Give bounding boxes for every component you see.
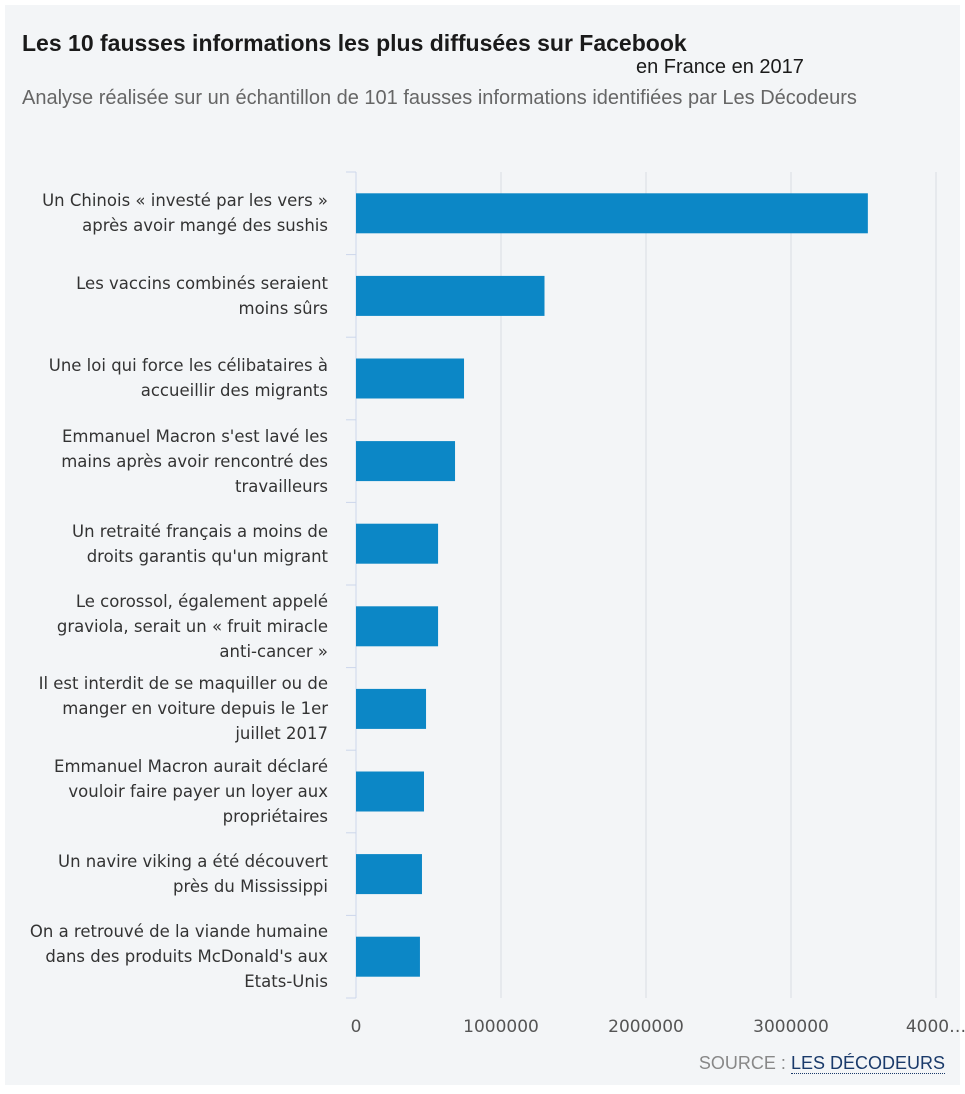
bar	[356, 854, 422, 895]
chart-panel	[5, 5, 960, 1085]
y-tick-label: Il est interdit de se maquiller ou de ma…	[38, 674, 328, 744]
x-tick-label: 0	[351, 1017, 362, 1037]
y-tick-label: Une loi qui force les célibataires à acc…	[48, 356, 328, 401]
bar	[356, 358, 465, 399]
x-tick-label: 4000…	[906, 1017, 965, 1037]
bar	[356, 441, 456, 482]
x-tick-label: 3000000	[753, 1017, 829, 1037]
y-tick-label: Les vaccins combinés seraient moins sûrs	[76, 273, 328, 318]
bar	[356, 936, 420, 977]
x-tick-label: 2000000	[608, 1017, 684, 1037]
source-label: SOURCE :	[698, 1053, 786, 1073]
y-tick-label: Emmanuel Macron aurait déclaré vouloir f…	[54, 756, 328, 826]
chart-title: Les 10 fausses informations les plus dif…	[22, 30, 687, 56]
bar	[356, 688, 427, 729]
y-tick-label: Le corossol, également appelé graviola, …	[56, 591, 328, 661]
chart-subtitle: Analyse réalisée sur un échantillon de 1…	[22, 87, 857, 109]
source-link[interactable]: LES DÉCODEURS	[790, 1053, 945, 1074]
chart-title-suffix: en France en 2017	[636, 56, 804, 78]
bar	[356, 771, 425, 812]
bar	[356, 523, 439, 564]
y-tick-label: Un retraité français a moins de droits g…	[72, 521, 328, 566]
y-tick-label: Emmanuel Macron s'est lavé les mains apr…	[61, 426, 328, 496]
y-tick-label: Un Chinois « investé par les vers » aprè…	[42, 191, 328, 236]
bar	[356, 606, 439, 647]
bar	[356, 193, 868, 234]
y-tick-label: On a retrouvé de la viande humaine dans …	[29, 922, 328, 992]
bar	[356, 275, 545, 316]
y-tick-label: Un navire viking a été découvert près du…	[58, 852, 328, 897]
source: SOURCE : LES DÉCODEURS	[699, 1053, 945, 1074]
x-tick-label: 1000000	[463, 1017, 539, 1037]
